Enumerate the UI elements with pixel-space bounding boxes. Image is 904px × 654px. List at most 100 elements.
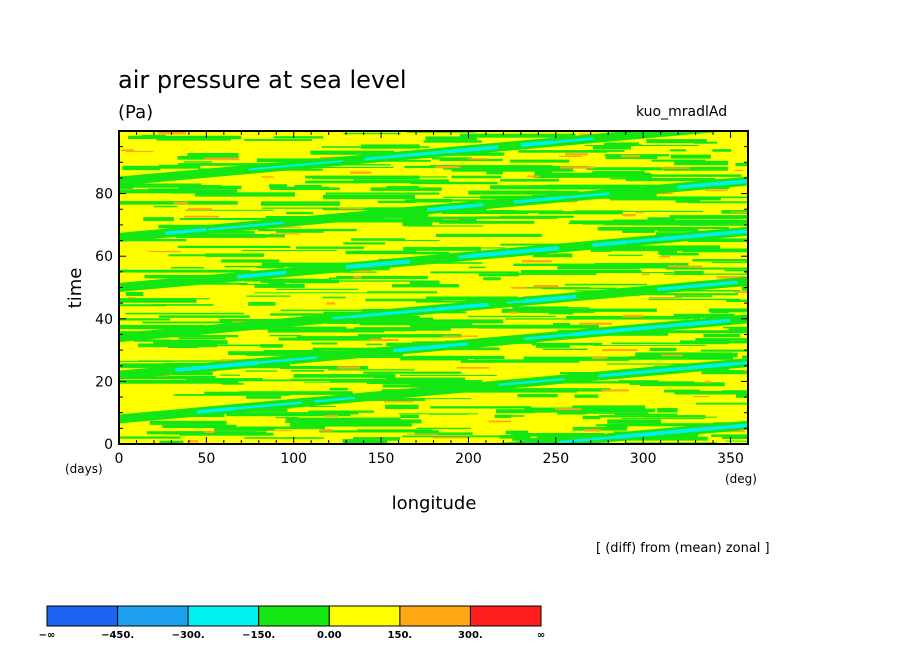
field-streak-neg (726, 390, 748, 395)
field-streak-neg (122, 165, 161, 171)
field-streak-neg (167, 339, 212, 342)
field-streak-neg (290, 279, 340, 284)
field-streak-pos (432, 436, 468, 439)
field-streak-neg (246, 395, 282, 399)
field-streak-neg (658, 250, 677, 255)
field-streak-neg (245, 352, 292, 356)
field-streak-neg (270, 313, 346, 316)
field-streak-neg (254, 292, 367, 294)
field-streak-neg (439, 221, 535, 224)
field-streak-neg (695, 338, 748, 341)
anomaly-core (507, 296, 568, 304)
field-streak-neg (344, 356, 412, 358)
field-streak-neg (221, 259, 280, 263)
field-streak-neg (365, 298, 443, 302)
field-streak-neg (353, 437, 401, 441)
field-streak-neg (592, 170, 645, 174)
field-streak-neg (144, 275, 235, 279)
field-streak-neg (461, 388, 578, 393)
anomaly-core (629, 318, 731, 332)
field-streak-neg (648, 298, 741, 301)
field-streak-pos (435, 166, 461, 169)
field-streak-neg (534, 170, 552, 174)
field-streak-neg (504, 415, 525, 417)
color-bar: −∞ −450. −300. −150. 0.00 150. 300. ∞ (39, 605, 545, 641)
field-streak-neg (647, 217, 675, 221)
field-streak-neg (675, 198, 700, 203)
field-streak-neg (239, 426, 325, 430)
field-streak-neg (409, 280, 440, 285)
field-streak-neg (621, 418, 705, 420)
field-streak-neg (605, 424, 628, 428)
field-streak-neg (568, 222, 681, 225)
field-streak-pos (555, 408, 582, 411)
field-streak-neg (651, 423, 746, 425)
field-streak-neg (606, 363, 709, 365)
field-streak-neg (260, 344, 283, 348)
field-streak-neg (261, 207, 373, 209)
colorbar-bin (258, 605, 330, 627)
field-streak-neg (123, 376, 216, 380)
field-streak-neg (628, 356, 734, 360)
field-streak-neg (126, 185, 193, 188)
axes: 0 50 100 150 200 250 300 350 0 20 40 60 80 longitude t… (65, 130, 757, 514)
y-tick-label: 80 (95, 187, 113, 203)
field-streak-neg (269, 184, 287, 188)
colorbar-label: −300. (172, 630, 205, 641)
field-streak-neg (179, 217, 285, 220)
field-streak-neg (664, 166, 729, 171)
field-streak-neg (336, 275, 428, 280)
field-streak-neg (248, 301, 276, 306)
field-streak-neg (679, 224, 747, 226)
field-streak-neg (701, 340, 748, 344)
anomaly-core (345, 259, 411, 270)
field-streak-pos (716, 276, 748, 279)
field-streak-neg (173, 394, 291, 396)
field-streak-neg (224, 265, 350, 268)
field-streak-neg (542, 287, 617, 290)
field-streak-neg (711, 261, 748, 263)
field-streak-neg (282, 186, 330, 191)
field-streak-pos (407, 433, 439, 435)
field-streak-neg (267, 328, 385, 333)
field-streak-neg (223, 379, 303, 382)
anomaly-core (469, 246, 560, 259)
x-tick-label: 350 (717, 451, 744, 467)
field-streak-pos (718, 430, 745, 433)
field-streak-neg (153, 205, 178, 208)
field-streak-neg (370, 187, 442, 191)
y-tick-label: 40 (95, 312, 113, 328)
field-streak-pos (579, 322, 612, 325)
field-streak-pos (527, 175, 540, 178)
field-streak-neg (402, 222, 433, 227)
field-streak-neg (359, 323, 473, 326)
field-streak-neg (508, 273, 597, 275)
field-streak-neg (746, 270, 748, 275)
field-streak-neg (370, 317, 434, 320)
field-streak-neg (245, 370, 278, 372)
field-streak-neg (463, 296, 499, 299)
field-streak-neg (239, 283, 305, 285)
field-streak-neg (532, 253, 573, 258)
anomaly-core (558, 431, 661, 444)
field-streak-pos (734, 291, 748, 294)
anomaly-core (520, 140, 554, 148)
field-streak-neg (494, 414, 512, 418)
field-streak-neg (547, 381, 658, 384)
field-streak-neg (138, 360, 244, 362)
field-streak-neg (420, 398, 471, 400)
field-streak-pos (659, 255, 671, 258)
chart-title: air pressure at sea level (118, 66, 407, 94)
field-streak-neg (350, 238, 406, 241)
field-streak-neg (416, 427, 471, 430)
field-streak-neg (343, 132, 401, 135)
field-streak-neg (610, 196, 721, 201)
field-streak-neg (260, 201, 340, 206)
anomaly-core (524, 332, 575, 341)
field-streak-neg (605, 210, 704, 212)
anomaly-core (165, 227, 207, 235)
anomaly-core (550, 192, 610, 201)
field-streak-neg (640, 382, 725, 387)
field-streak-neg (660, 252, 699, 256)
field-streak-neg (610, 178, 716, 180)
